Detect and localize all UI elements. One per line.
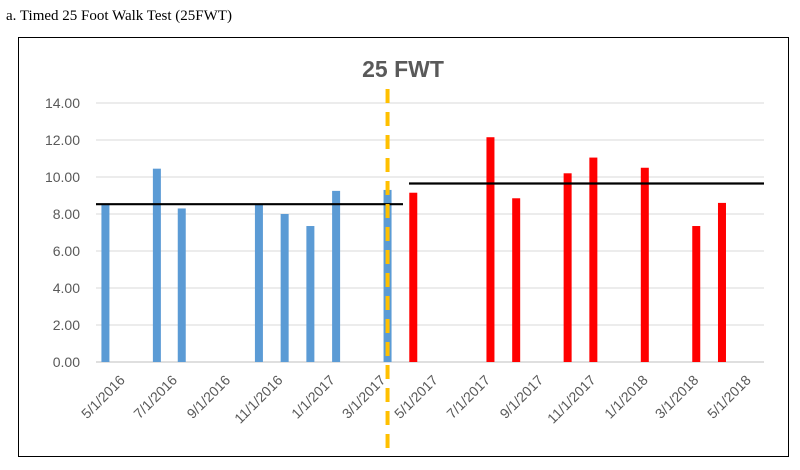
reference-lines: [96, 89, 764, 452]
y-tick-label: 12.00: [45, 132, 80, 148]
figure-caption: a. Timed 25 Foot Walk Test (25FWT): [6, 8, 232, 24]
x-tick-label: 5/1/2017: [391, 372, 441, 422]
y-axis-ticks: 0.00 2.00 4.00 6.00 8.00 10.00 12.00 14.00: [45, 95, 80, 370]
x-tick-label: 9/1/2017: [496, 372, 546, 422]
chart-title: 25 FWT: [362, 56, 444, 82]
bar: [254, 204, 263, 362]
x-tick-label: 5/1/2018: [704, 372, 754, 422]
chart-frame: [18, 37, 789, 457]
y-tick-label: 2.00: [53, 317, 80, 333]
x-tick-label: 11/1/2017: [544, 372, 599, 427]
y-tick-label: 14.00: [45, 95, 80, 111]
x-tick-label: 3/1/2017: [339, 372, 389, 422]
x-tick-label: 1/1/2017: [288, 372, 338, 422]
x-tick-label: 11/1/2016: [231, 372, 286, 427]
bar: [563, 173, 572, 362]
bar: [306, 226, 315, 362]
bar: [512, 198, 521, 362]
gridlines: [96, 102, 764, 363]
y-tick-label: 6.00: [53, 243, 80, 259]
x-tick-label: 7/1/2017: [443, 372, 493, 422]
bar: [692, 226, 701, 362]
bar: [717, 202, 726, 362]
x-tick-label: 1/1/2018: [601, 372, 651, 422]
bar: [177, 208, 186, 362]
bar: [486, 137, 495, 362]
y-tick-label: 4.00: [53, 280, 80, 296]
x-tick-label: 9/1/2016: [183, 372, 233, 422]
bars: [101, 137, 726, 362]
bar: [280, 214, 289, 362]
bar: [101, 204, 110, 362]
x-tick-label: 7/1/2016: [130, 372, 180, 422]
bar: [640, 167, 649, 362]
x-tick-label: 5/1/2016: [78, 372, 128, 422]
bar: [409, 192, 418, 362]
bar: [332, 190, 341, 362]
y-tick-label: 8.00: [53, 206, 80, 222]
y-tick-label: 0.00: [53, 354, 80, 370]
bar: [589, 157, 598, 362]
bar: [152, 168, 161, 362]
y-tick-label: 10.00: [45, 169, 80, 185]
x-tick-label: 3/1/2018: [652, 372, 702, 422]
